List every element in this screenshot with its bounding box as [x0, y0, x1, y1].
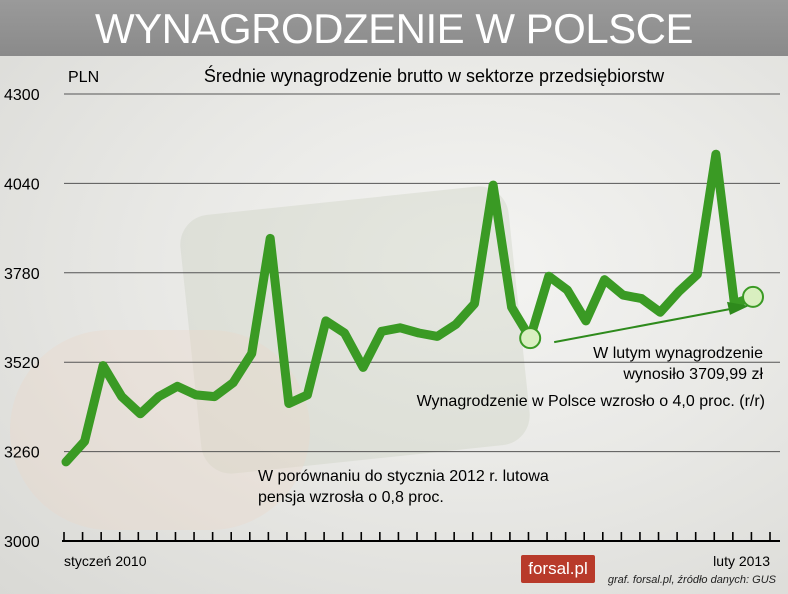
y-tick-labels: 3000 3260 3520 3780 4040 4300 — [4, 87, 40, 551]
series-line — [61, 149, 758, 467]
comparison-note-line1: W porównaniu do stycznia 2012 r. lutowa — [258, 468, 549, 485]
highlight-marker — [742, 285, 764, 308]
title-banner — [0, 0, 788, 56]
trend-arrow-head — [727, 301, 749, 315]
y-tick-label: 3520 — [4, 355, 40, 372]
y-tick-label: 3780 — [4, 266, 40, 283]
grid-lines — [64, 93, 780, 453]
latest-value-note-line2: wynosiło 3709,99 zł — [622, 366, 763, 383]
trend-arrow — [554, 301, 749, 344]
chart-title: Średnie wynagrodzenie brutto w sektorze … — [204, 65, 665, 86]
comparison-note-line2: pensja wzrosła o 0,8 proc. — [258, 489, 444, 506]
highlight-marker — [519, 327, 542, 350]
page-title: WYNAGRODZENIE W POLSCE — [94, 5, 694, 52]
highlight-markers — [519, 285, 764, 350]
latest-value-note-line1: W lutym wynagrodzenie — [593, 345, 763, 362]
source-note: graf. forsal.pl, źródło danych: GUS — [607, 574, 776, 586]
y-tick-label: 4300 — [4, 87, 40, 104]
y-axis-label: PLN — [68, 69, 99, 86]
x-start-label: styczeń 2010 — [64, 553, 147, 569]
y-tick-label: 3000 — [4, 534, 40, 551]
y-tick-label: 4040 — [4, 176, 40, 193]
x-axis — [62, 532, 780, 542]
x-end-label: luty 2013 — [713, 553, 770, 569]
line-chart: 3000 3260 3520 3780 4040 4300 PLN Średnie wyn… — [4, 65, 780, 569]
hand-background — [10, 330, 310, 530]
yoy-growth-note: Wynagrodzenie w Polsce wzrosło o 4,0 pro… — [417, 393, 765, 410]
trend-arrow-shaft — [554, 307, 732, 344]
y-tick-label: 3260 — [4, 445, 40, 462]
forsal-logo[interactable]: forsal.pl — [521, 555, 595, 583]
